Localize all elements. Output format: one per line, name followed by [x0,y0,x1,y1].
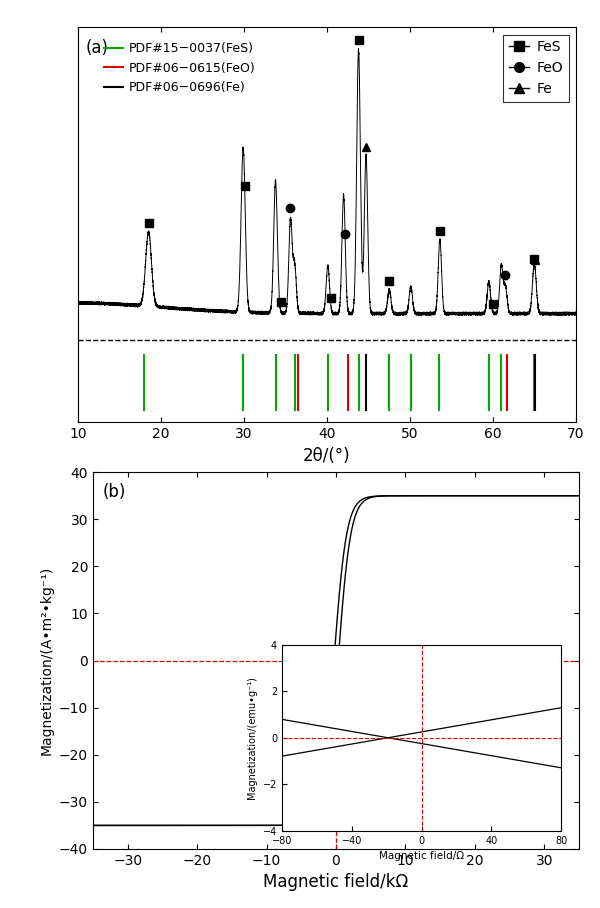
Text: (a): (a) [85,39,109,57]
Text: (b): (b) [103,483,126,501]
X-axis label: Magnetic field/kΩ: Magnetic field/kΩ [263,873,409,892]
Y-axis label: Magnetization/(A•m²•kg⁻¹): Magnetization/(A•m²•kg⁻¹) [40,566,53,755]
X-axis label: Magnetic field/Ω: Magnetic field/Ω [379,851,464,861]
Legend: FeS, FeO, Fe: FeS, FeO, Fe [503,35,569,102]
X-axis label: 2θ/(°): 2θ/(°) [303,447,351,465]
Y-axis label: Magnetization/(emu•g⁻¹): Magnetization/(emu•g⁻¹) [247,676,257,799]
